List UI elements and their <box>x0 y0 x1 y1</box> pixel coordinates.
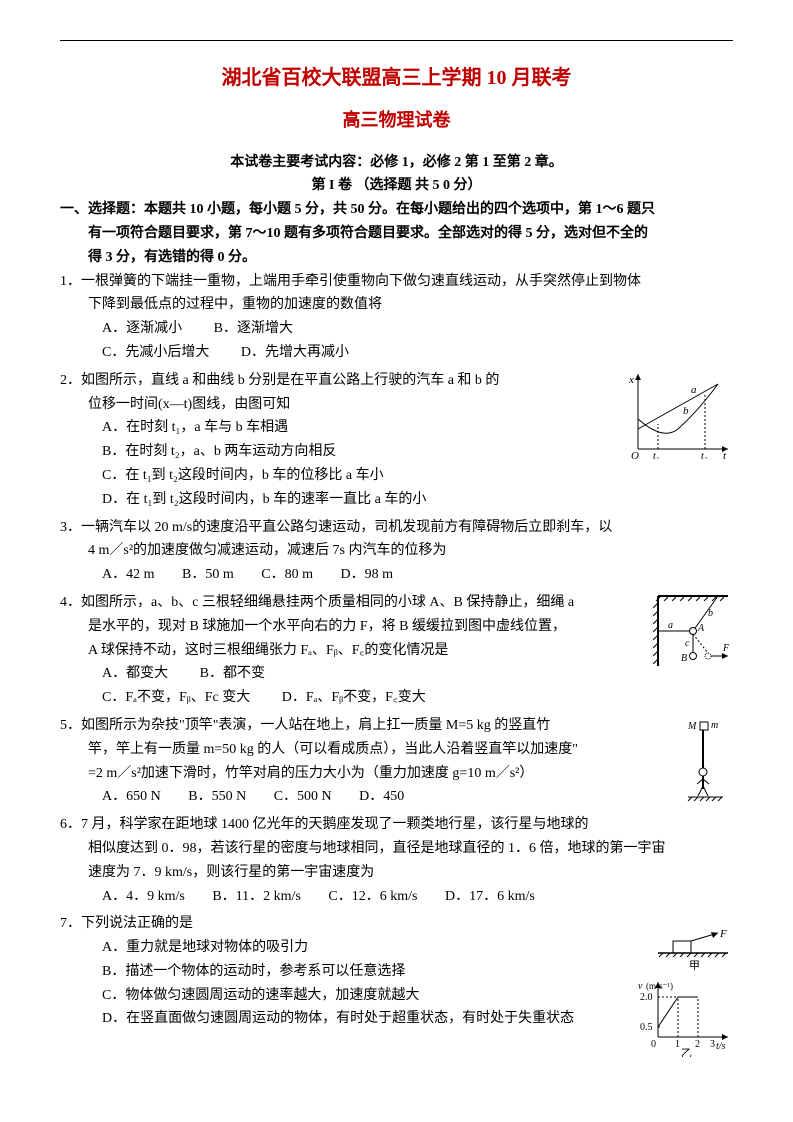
svg-text:t₂: t₂ <box>701 451 708 459</box>
question-4: b a A c B F 4．如图所示，a、b、c 三根轻细绳悬挂两个质量相同的小… <box>60 591 733 710</box>
q5-opt-d: D．450 <box>359 789 404 804</box>
q6-line2: 相似度达到 0．98，若该行星的密度与地球相同，直径是地球直径的 1．6 倍，地… <box>88 837 733 861</box>
q3-opt-d: D．98 m <box>340 567 393 582</box>
question-1: 1．一根弹簧的下端挂一重物，上端用手牵引使重物向下做匀速直线运动，从手突然停止到… <box>60 270 733 365</box>
q6-opt-a: A．4．9 km/s <box>102 889 185 904</box>
question-6: 6．7 月，科学家在距地球 1400 亿光年的天鹅座发现了一颗类地行星，该行星与… <box>60 813 733 908</box>
svg-text:甲: 甲 <box>689 960 700 972</box>
question-7: F 甲 v(m·s⁻¹) t/s 0 0.5 2.0 1 2 3 乙 <box>60 912 733 1031</box>
q2-opt-c: C．在 t₁到 t₂这段时间内，b 车的位移比 a 车小 <box>102 464 733 488</box>
svg-text:M: M <box>687 721 697 732</box>
q4-line3: A 球保持不动，这时三根细绳张力 Fₐ、Fᵦ、F꜀的变化情况是 <box>88 639 733 663</box>
svg-text:m: m <box>711 720 718 731</box>
svg-text:t/s: t/s <box>716 1041 726 1052</box>
q4-line1: 4．如图所示，a、b、c 三根轻细绳悬挂两个质量相同的小球 A、B 保持静止，细… <box>60 591 733 615</box>
q3-opt-a: A．42 m <box>102 567 155 582</box>
svg-text:2: 2 <box>695 1039 700 1050</box>
q3-line2: 4 m／s²的加速度做匀减速运动，减速后 7s 内汽车的位移为 <box>88 539 733 563</box>
svg-text:0.5: 0.5 <box>640 1022 653 1033</box>
block-force-icon: F 甲 <box>653 927 733 972</box>
q6-opt-d: D．17．6 km/s <box>445 889 535 904</box>
svg-text:b: b <box>708 608 713 619</box>
svg-text:b: b <box>683 405 689 417</box>
pole-person-icon: M m <box>683 714 733 804</box>
question-3: 3．一辆汽车以 20 m/s的速度沿平直公路匀速运动，司机发现前方有障碍物后立即… <box>60 516 733 587</box>
q6-opt-b: B．11．2 km/s <box>212 889 301 904</box>
q6-line1: 6．7 月，科学家在距地球 1400 亿光年的天鹅座发现了一颗类地行星，该行星与… <box>60 813 733 837</box>
question-5: M m 5．如图所示为杂技"顶竿"表演，一人站在地上，肩上扛一质量 M=5 kg… <box>60 714 733 809</box>
q7-opt-a: A．重力就是地球对物体的吸引力 <box>102 936 733 960</box>
question-2: x t O a b t₁ t₂ 2．如图所示，直线 a 和曲线 b 分别是在平直… <box>60 369 733 512</box>
q7-line1: 7．下列说法正确的是 <box>60 912 733 936</box>
q4-line2: 是水平的，现对 B 球施加一个水平向右的力 F，将 B 缓缓拉到图中虚线位置， <box>88 615 733 639</box>
q6-line3: 速度为 7．9 km/s，则该行星的第一宇宙速度为 <box>88 861 733 885</box>
q4-opts-row1: A．都变大 B．都不变 <box>102 662 733 686</box>
q5-line1: 5．如图所示为杂技"顶竿"表演，一人站在地上，肩上扛一质量 M=5 kg 的竖直… <box>60 714 733 738</box>
q2-figure: x t O a b t₁ t₂ <box>623 369 733 459</box>
q6-opt-c: C．12．6 km/s <box>328 889 417 904</box>
svg-text:乙: 乙 <box>681 1047 692 1057</box>
q1-opt-b: B．逐渐增大 <box>214 321 293 336</box>
q6-opts: A．4．9 km/s B．11．2 km/s C．12．6 km/s D．17．… <box>102 885 733 909</box>
q4-opt-c: C．Fₐ不变，Fᵦ、Fc 变大 <box>102 690 250 705</box>
q3-line1: 3．一辆汽车以 20 m/s的速度沿平直公路匀速运动，司机发现前方有障碍物后立即… <box>60 516 733 540</box>
q1-line2: 下降到最低点的过程中，重物的加速度的数值将 <box>88 293 733 317</box>
svg-text:(m·s⁻¹): (m·s⁻¹) <box>646 981 673 991</box>
q7-figure-a: F 甲 <box>653 927 733 972</box>
q3-opt-c: C．80 m <box>261 567 313 582</box>
q3-opt-b: B．50 m <box>182 567 234 582</box>
section-heading-c: 得 3 分，有选错的得 0 分。 <box>88 246 733 270</box>
svg-text:a: a <box>668 620 673 631</box>
q4-opts-row2: C．Fₐ不变，Fᵦ、Fc 变大 D．Fₐ、Fᵦ不变，F꜀变大 <box>102 686 733 710</box>
vt-graph-icon: v(m·s⁻¹) t/s 0 0.5 2.0 1 2 3 乙 <box>638 977 733 1057</box>
exam-part: 第 I 卷 （选择题 共 5 0 分） <box>60 174 733 198</box>
svg-text:t: t <box>723 450 727 459</box>
xt-graph-icon: x t O a b t₁ t₂ <box>623 369 733 459</box>
section-heading-a: 一、选择题：本题共 10 小题，每小题 5 分，共 50 分。在每小题给出的四个… <box>60 198 733 222</box>
section-heading-b: 有一项符合题目要求，第 7～10 题有多项符合题目要求。全部选对的得 5 分，选… <box>88 222 733 246</box>
svg-text:a: a <box>691 384 697 396</box>
q5-opts: A．650 N B．550 N C．500 N D．450 <box>102 785 733 809</box>
top-rule <box>60 40 733 41</box>
svg-text:x: x <box>628 374 634 386</box>
svg-text:2.0: 2.0 <box>640 992 653 1003</box>
svg-text:1: 1 <box>675 1039 680 1050</box>
q4-opt-d: D．Fₐ、Fᵦ不变，F꜀变大 <box>282 690 426 705</box>
q2-opt-d: D．在 t₁到 t₂这段时间内，b 车的速率一直比 a 车的小 <box>102 488 733 512</box>
q5-figure: M m <box>683 714 733 804</box>
svg-text:A: A <box>697 623 705 634</box>
svg-text:c: c <box>685 638 690 649</box>
exam-subtitle: 高三物理试卷 <box>60 105 733 136</box>
q5-opt-b: B．550 N <box>188 789 246 804</box>
q7-figure-b: v(m·s⁻¹) t/s 0 0.5 2.0 1 2 3 乙 <box>638 977 733 1057</box>
exam-scope: 本试卷主要考试内容：必修 1，必修 2 第 1 至第 2 章。 <box>60 151 733 175</box>
q1-opt-d: D．先增大再减小 <box>241 345 349 360</box>
q5-line3: =2 m／s²加速下滑时，竹竿对肩的压力大小为（重力加速度 g=10 m／s²） <box>88 762 733 786</box>
q3-opts: A．42 m B．50 m C．80 m D．98 m <box>102 563 733 587</box>
q5-line2: 竿，竿上有一质量 m=50 kg 的人（可以看成质点），当此人沿着竖直竿以加速度… <box>88 738 733 762</box>
q1-opt-a: A．逐渐减小 <box>102 321 182 336</box>
q4-opt-a: A．都变大 <box>102 666 168 681</box>
svg-text:v: v <box>638 981 643 992</box>
svg-text:3: 3 <box>710 1039 715 1050</box>
rope-balls-icon: b a A c B F <box>653 591 733 671</box>
q1-opts-row1: A．逐渐减小 B．逐渐增大 <box>102 317 733 341</box>
q4-opt-b: B．都不变 <box>200 666 265 681</box>
svg-text:0: 0 <box>651 1039 656 1050</box>
svg-text:B: B <box>681 653 687 664</box>
q1-opt-c: C．先减小后增大 <box>102 345 209 360</box>
q1-opts-row2: C．先减小后增大 D．先增大再减小 <box>102 341 733 365</box>
svg-text:O: O <box>631 450 639 459</box>
svg-text:F: F <box>722 643 730 654</box>
q5-opt-c: C．500 N <box>274 789 332 804</box>
q1-line1: 1．一根弹簧的下端挂一重物，上端用手牵引使重物向下做匀速直线运动，从手突然停止到… <box>60 270 733 294</box>
q4-figure: b a A c B F <box>653 591 733 671</box>
svg-text:F: F <box>719 928 727 940</box>
q5-opt-a: A．650 N <box>102 789 161 804</box>
exam-title: 湖北省百校大联盟高三上学期 10 月联考 <box>60 61 733 95</box>
svg-text:t₁: t₁ <box>653 451 659 459</box>
